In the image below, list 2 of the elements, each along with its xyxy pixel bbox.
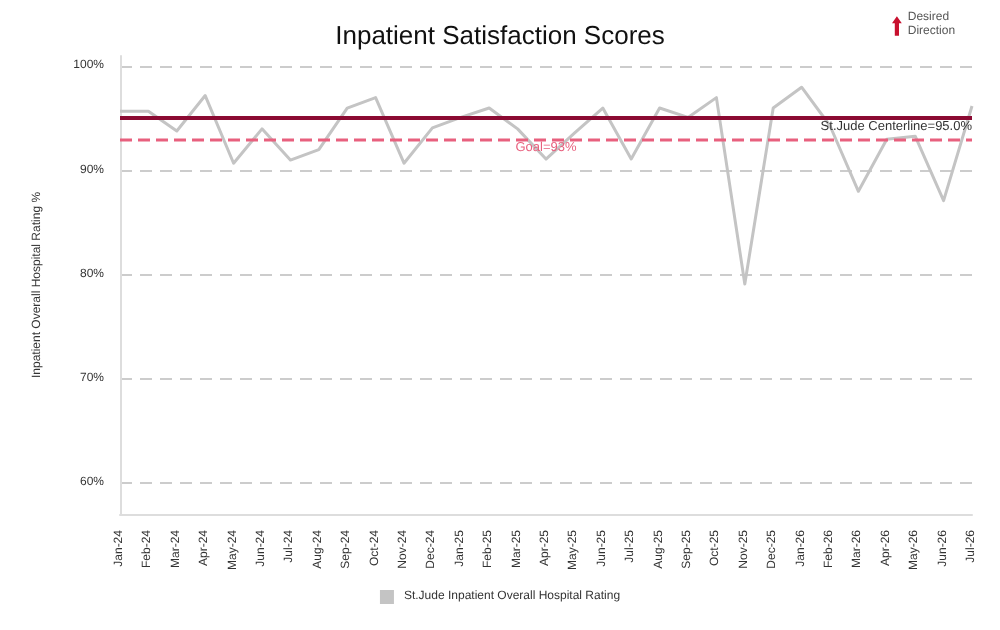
line-series	[118, 85, 974, 286]
chart-title: Inpatient Satisfaction Scores	[335, 20, 666, 50]
